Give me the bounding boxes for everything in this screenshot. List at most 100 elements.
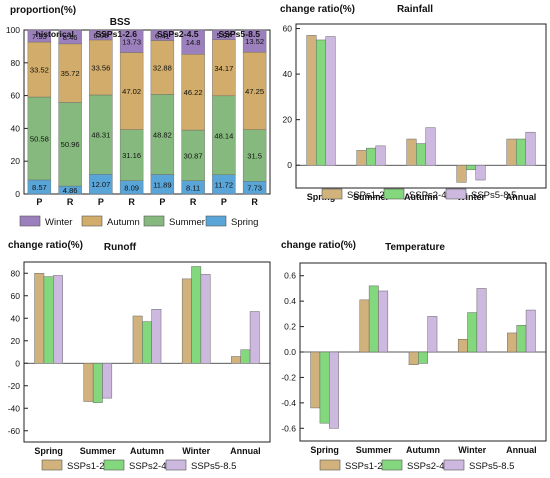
bar-ssps2-4-5	[43, 276, 54, 364]
y-tick-label: 100	[6, 25, 20, 35]
legend-swatch	[383, 188, 405, 200]
y-tick-label: -0.2	[281, 372, 296, 382]
data-label: 11.72	[215, 180, 233, 189]
y-axis-label: change ratio(%)	[8, 240, 83, 251]
bar-ssps1-2-6	[408, 351, 419, 365]
y-axis-label: change ratio(%)	[281, 240, 356, 251]
bar-ssps5-8-5	[53, 275, 63, 364]
bar-ssps2-4-5	[92, 363, 103, 403]
bar-ssps1-2-6	[231, 356, 241, 364]
bar-ssps5-8-5	[378, 290, 389, 353]
bar-ssps5-8-5	[525, 131, 536, 166]
legend-swatch	[41, 459, 63, 471]
data-label: 34.17	[214, 64, 233, 73]
data-label: 32.88	[153, 63, 172, 72]
data-label: 12.07	[91, 180, 110, 189]
legend-label: SSPs5-8.5	[469, 461, 514, 472]
panel-bss: 0 20 40 60 80 100 proportion(%) BSS 8.57 50.58 33.…	[6, 5, 271, 228]
data-label: 46.22	[184, 88, 203, 97]
legend-label: Spring	[231, 217, 258, 228]
plot-frame	[23, 261, 271, 443]
bar-ssps1-2-6	[359, 299, 370, 353]
y-tick-label: 20	[11, 156, 21, 166]
data-label: 6.41	[155, 31, 170, 40]
panel-rainfall: 0 20 40 60 change ratio(%) Rainfall Spring Summ…	[280, 4, 547, 202]
y-tick-label: -0.4	[281, 398, 296, 408]
bar-ssps1-2-6	[456, 164, 467, 183]
bar-ssps2-4-5	[368, 285, 379, 353]
x-tick-label: Summer	[356, 445, 393, 455]
data-label: 13.52	[245, 37, 264, 46]
legend-swatch	[143, 215, 165, 227]
plot-frame	[295, 23, 547, 189]
x-tick-label: R	[190, 197, 197, 207]
x-tick-label: R	[67, 197, 74, 207]
x-tick-label: Annual	[506, 445, 537, 455]
x-tick-label: Winter	[457, 192, 485, 202]
bar-ssps2-4-5	[366, 147, 376, 166]
x-tick-label: P	[36, 197, 42, 207]
y-axis-label: change ratio(%)	[280, 4, 355, 15]
stacked-bar-winter	[27, 29, 52, 43]
y-tick-label: 0.0	[284, 347, 296, 357]
data-label: 30.87	[184, 151, 203, 160]
bar-ssps5-8-5	[525, 309, 536, 353]
legend-label: Summer	[169, 217, 205, 228]
y-tick-label: -60	[8, 426, 21, 436]
data-label: 5.97	[216, 31, 231, 40]
data-label: 8.46	[63, 33, 78, 42]
y-tick-label: 80	[11, 58, 21, 68]
legend-swatch	[205, 215, 227, 227]
panel-runoff: -60 -40 -20 0 20 40 60 80 change ratio(%) Runoff S…	[8, 240, 271, 472]
data-label: 4.86	[63, 186, 78, 195]
chart-title: Temperature	[385, 242, 445, 253]
stacked-bar-winter	[89, 29, 113, 41]
stacked-bar-winter	[212, 29, 236, 40]
data-label: 31.16	[122, 151, 141, 160]
legend-swatch	[443, 459, 465, 471]
data-label: 33.56	[91, 63, 110, 72]
data-label: 47.25	[245, 87, 264, 96]
x-tick-label: Winter	[182, 446, 210, 456]
bar-ssps5-8-5	[200, 274, 211, 364]
y-tick-label: 0	[287, 160, 292, 170]
legend-swatch	[19, 215, 41, 227]
bar-ssps1-2-6	[310, 351, 321, 409]
stacked-bar-winter	[58, 29, 82, 45]
bar-ssps2-4-5	[416, 143, 426, 166]
data-label: 6.06	[93, 31, 108, 40]
data-label: 48.14	[214, 131, 233, 140]
x-tick-label: Spring	[310, 445, 339, 455]
x-tick-label: Autumn	[406, 445, 440, 455]
data-label: 50.96	[61, 140, 80, 149]
y-tick-label: 80	[11, 268, 21, 278]
bar-ssps1-2-6	[34, 273, 45, 364]
data-label: 8.57	[32, 183, 47, 192]
legend-label: SSPs5-8.5	[191, 461, 236, 472]
chart-title: Rainfall	[397, 4, 433, 15]
legend-swatch	[381, 459, 403, 471]
y-tick-label: 0	[15, 189, 20, 199]
x-tick-label: P	[159, 197, 165, 207]
bar-ssps5-8-5	[375, 145, 386, 166]
data-label: 47.02	[122, 87, 141, 96]
bar-ssps2-4-5	[516, 138, 526, 166]
bar-ssps1-2-6	[507, 332, 517, 353]
y-tick-label: -20	[8, 381, 21, 391]
x-tick-label: Spring	[307, 192, 336, 202]
bar-ssps5-8-5	[476, 288, 487, 353]
y-tick-label: 40	[11, 123, 21, 133]
legend-swatch	[445, 188, 467, 200]
group-label: historical	[36, 29, 74, 39]
y-tick-label: -0.6	[281, 423, 296, 433]
data-label: 8.11	[186, 183, 200, 192]
x-tick-label: Autumn	[404, 192, 438, 202]
y-tick-label: -40	[8, 403, 21, 413]
x-tick-label: Annual	[230, 446, 261, 456]
x-tick-label: P	[221, 197, 227, 207]
data-label: 48.31	[91, 131, 110, 140]
data-label: 50.58	[30, 134, 49, 143]
stacked-bar-winter	[181, 29, 205, 55]
bar-ssps1-2-6	[181, 278, 192, 364]
